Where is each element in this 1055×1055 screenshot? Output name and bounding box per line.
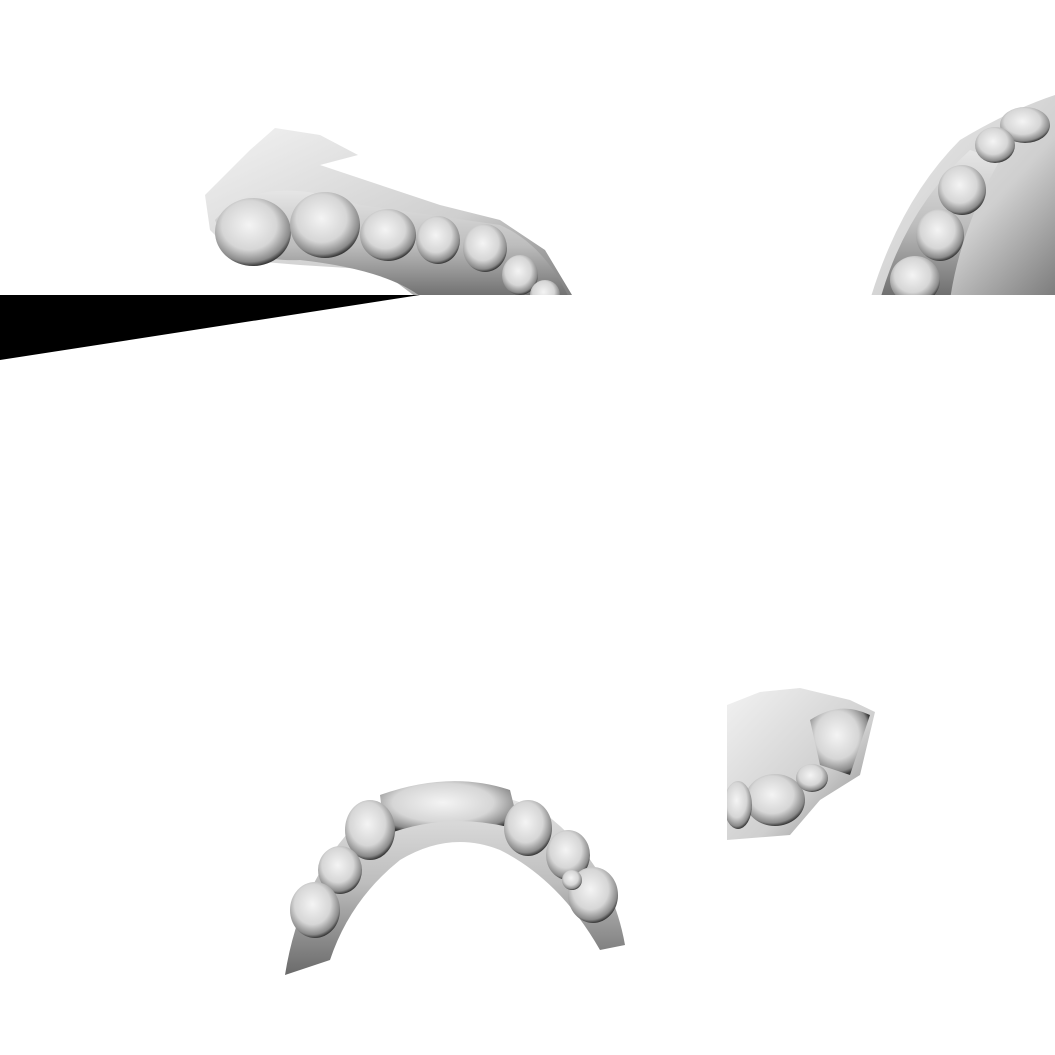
scan-lower-center [285,781,625,975]
scan-upper-right [871,95,1055,295]
scan-upper-left [205,128,572,295]
scan-lower-right [727,688,875,840]
black-wedge [0,295,420,360]
